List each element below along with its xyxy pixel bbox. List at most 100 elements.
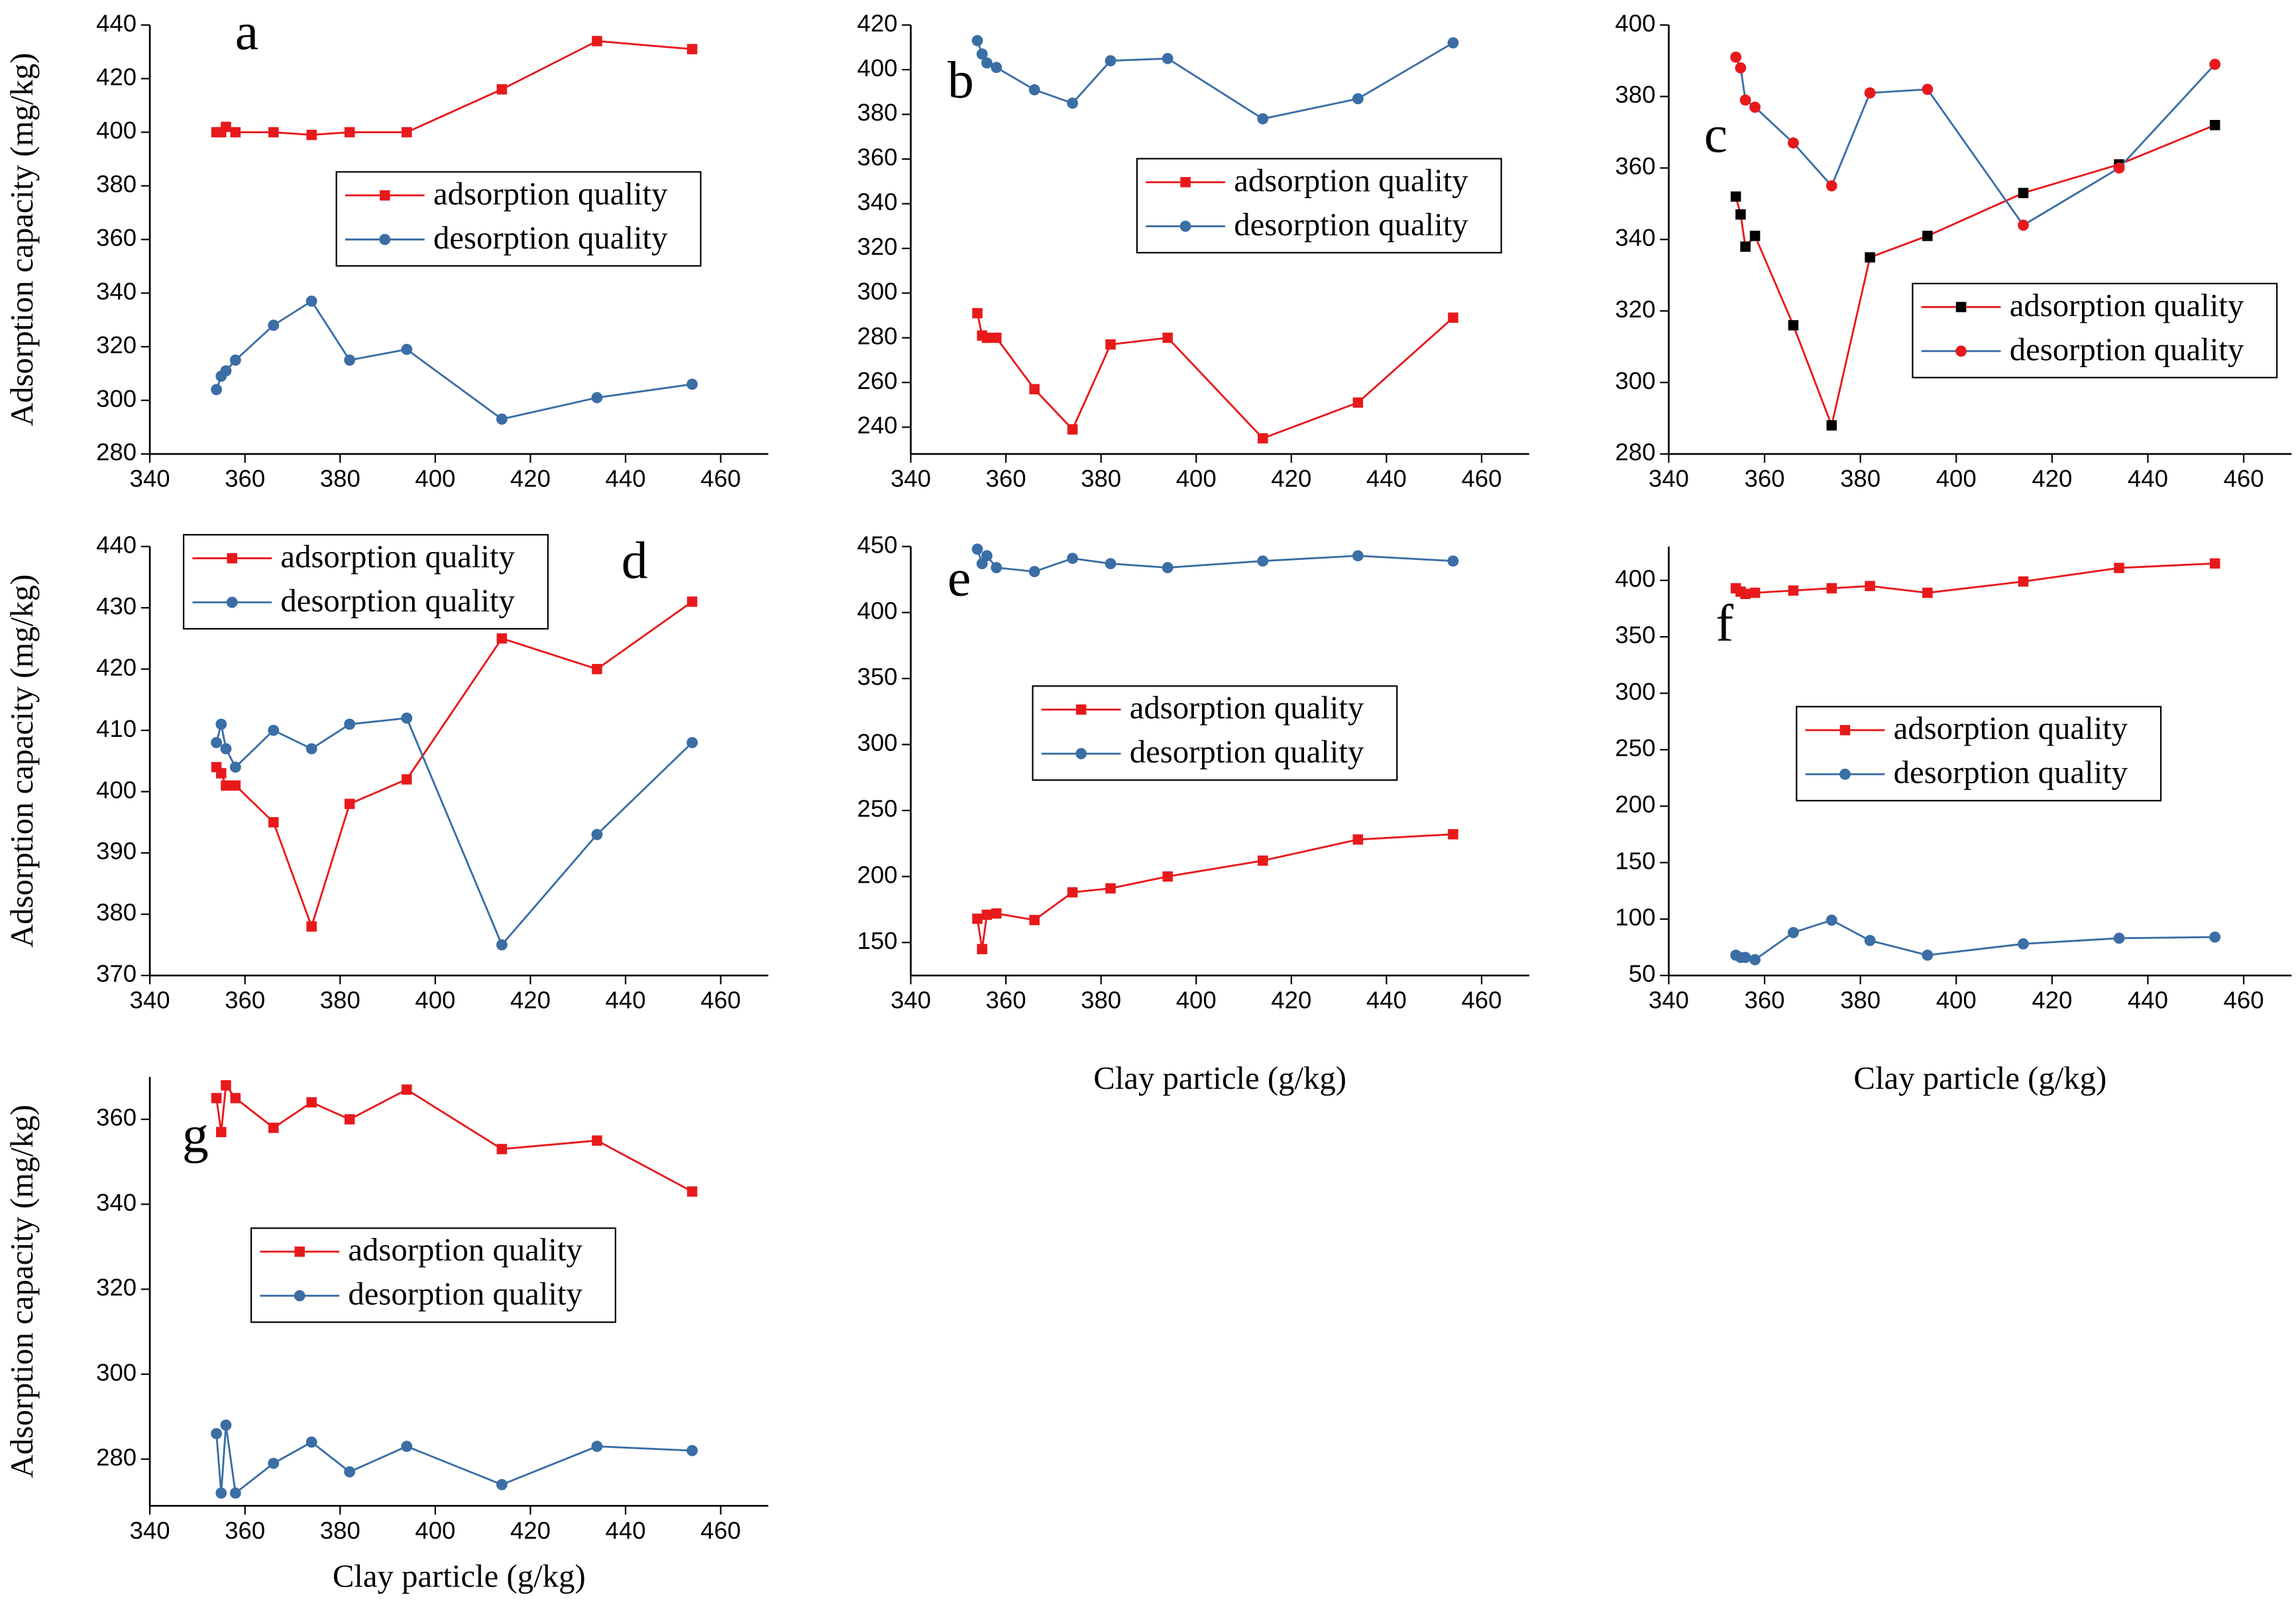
y-tick-label: 340 bbox=[96, 278, 137, 305]
marker bbox=[220, 743, 232, 755]
legend-label: adsorption quality bbox=[433, 176, 668, 211]
marker bbox=[216, 768, 227, 779]
marker bbox=[402, 1084, 412, 1095]
marker bbox=[229, 355, 241, 366]
y-tick-label: 440 bbox=[96, 531, 137, 558]
y-tick-label: 250 bbox=[857, 795, 898, 822]
marker bbox=[991, 332, 1002, 343]
marker bbox=[1749, 101, 1761, 113]
marker bbox=[305, 296, 317, 307]
marker bbox=[2209, 558, 2220, 569]
y-axis-label: Adsorption capacity (mg/kg) bbox=[4, 1105, 40, 1478]
marker bbox=[1740, 241, 1751, 252]
y-tick-label: 280 bbox=[1615, 439, 1655, 466]
x-tick-label: 340 bbox=[891, 465, 931, 492]
marker bbox=[1105, 883, 1116, 894]
panel-letter: c bbox=[1704, 105, 1727, 164]
marker bbox=[344, 799, 355, 809]
marker bbox=[230, 1093, 241, 1103]
x-tick-label: 380 bbox=[1840, 987, 1881, 1014]
legend-box bbox=[1136, 158, 1502, 254]
y-tick-label: 360 bbox=[96, 224, 137, 251]
y-tick-label: 300 bbox=[1615, 678, 1655, 705]
marker bbox=[1028, 566, 1040, 577]
series-line bbox=[215, 1425, 692, 1495]
y-tick-label: 340 bbox=[96, 1189, 137, 1216]
legend-marker bbox=[380, 190, 390, 201]
series-line bbox=[215, 1082, 693, 1193]
marker bbox=[976, 48, 988, 60]
panel-letter: a bbox=[235, 3, 258, 61]
marker bbox=[1067, 97, 1078, 109]
x-tick-label: 400 bbox=[1936, 987, 1977, 1014]
marker bbox=[496, 633, 508, 644]
marker bbox=[221, 121, 231, 133]
marker bbox=[592, 663, 602, 675]
y-tick-label: 380 bbox=[96, 170, 137, 197]
legend-marker bbox=[1839, 725, 1851, 736]
y-tick-label: 400 bbox=[96, 776, 137, 803]
x-tick-label: 440 bbox=[1366, 465, 1407, 492]
marker bbox=[216, 1127, 227, 1138]
marker bbox=[496, 1144, 508, 1154]
y-tick-label: 300 bbox=[857, 729, 898, 756]
series-line bbox=[215, 600, 693, 930]
x-tick-label: 400 bbox=[1176, 465, 1217, 492]
marker bbox=[1865, 252, 1875, 263]
marker bbox=[221, 1080, 231, 1091]
legend-marker bbox=[1955, 345, 1967, 357]
marker bbox=[686, 1186, 698, 1197]
marker bbox=[229, 761, 241, 773]
legend-box bbox=[1032, 685, 1398, 781]
y-tick-label: 320 bbox=[96, 1274, 137, 1301]
x-tick-label: 460 bbox=[700, 1517, 741, 1544]
marker bbox=[1352, 397, 1364, 408]
legend-marker bbox=[1179, 221, 1191, 232]
marker bbox=[1730, 51, 1742, 63]
marker bbox=[402, 127, 412, 138]
marker bbox=[1788, 585, 1799, 596]
legend-label: adsorption quality bbox=[348, 1232, 582, 1268]
marker bbox=[401, 343, 413, 355]
legend-marker bbox=[1180, 177, 1191, 188]
x-tick-label: 460 bbox=[700, 465, 741, 492]
y-axis-label: Adsorption capacity (mg/kg) bbox=[4, 575, 40, 948]
y-tick-label: 420 bbox=[857, 9, 898, 36]
marker bbox=[220, 1419, 232, 1431]
x-tick-label: 420 bbox=[2032, 465, 2072, 492]
series-line bbox=[1735, 919, 2215, 961]
x-axis-label: Clay particle (g/kg) bbox=[1093, 1060, 1346, 1096]
y-tick-label: 240 bbox=[857, 412, 898, 439]
marker bbox=[230, 780, 241, 791]
x-tick-label: 360 bbox=[225, 987, 265, 1014]
marker bbox=[981, 332, 993, 343]
marker bbox=[2018, 576, 2029, 587]
marker bbox=[1162, 52, 1174, 64]
marker bbox=[305, 1436, 317, 1448]
marker bbox=[1257, 113, 1269, 125]
marker bbox=[1865, 581, 1875, 592]
marker bbox=[211, 1427, 223, 1439]
marker bbox=[1922, 231, 1933, 241]
marker bbox=[305, 743, 317, 755]
panel-letter: g bbox=[182, 1106, 209, 1164]
marker bbox=[230, 127, 241, 138]
marker bbox=[1105, 339, 1116, 350]
x-tick-label: 460 bbox=[2224, 465, 2264, 492]
x-tick-label: 360 bbox=[225, 1517, 265, 1544]
legend-label: desorption quality bbox=[1234, 207, 1468, 243]
marker bbox=[1105, 55, 1117, 67]
series-line bbox=[216, 40, 692, 137]
marker bbox=[2209, 58, 2221, 70]
marker bbox=[1864, 934, 1876, 946]
y-tick-label: 280 bbox=[857, 322, 898, 349]
marker bbox=[1749, 231, 1761, 241]
marker bbox=[1448, 312, 1458, 323]
marker bbox=[1864, 87, 1876, 99]
marker bbox=[268, 1457, 280, 1469]
x-tick-label: 400 bbox=[1936, 465, 1977, 492]
x-tick-label: 440 bbox=[606, 465, 646, 492]
marker bbox=[2018, 938, 2029, 950]
marker bbox=[1352, 93, 1364, 105]
marker bbox=[496, 939, 508, 951]
